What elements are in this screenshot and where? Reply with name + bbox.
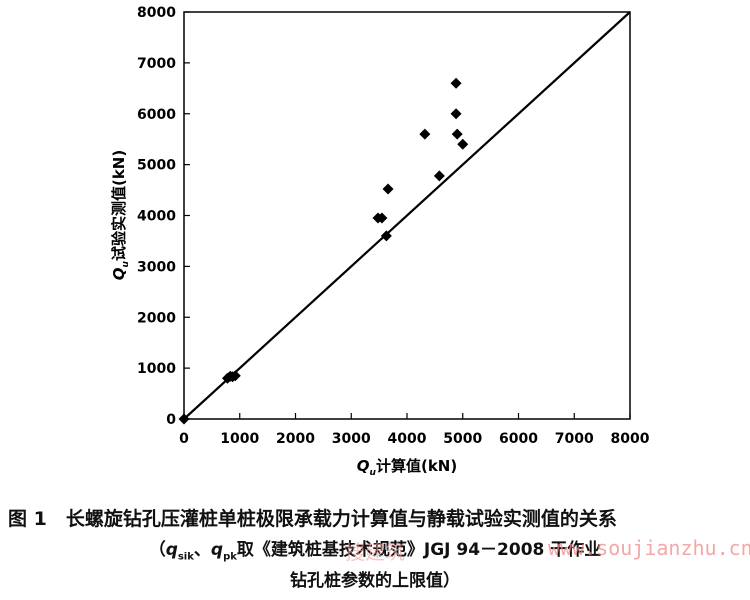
caption-sub-pk: pk xyxy=(223,551,237,563)
y-tick-label: 6000 xyxy=(137,107,176,123)
x-tick-label: 7000 xyxy=(555,431,594,447)
data-point-diamond xyxy=(178,413,190,425)
y-tick-label: 5000 xyxy=(137,158,176,174)
data-point-diamond xyxy=(229,370,241,382)
x-tick-label: 6000 xyxy=(499,431,538,447)
y-tick-label: 7000 xyxy=(137,56,176,72)
caption-separator: 、 xyxy=(193,540,211,560)
y-tick-label: 2000 xyxy=(137,310,176,326)
x-axis-label: Qu计算值(kN) xyxy=(357,457,457,478)
reference-line-1-to-1 xyxy=(183,11,631,420)
data-point-diamond xyxy=(382,183,394,195)
x-tick-label: 2000 xyxy=(276,431,315,447)
data-point-diamond xyxy=(451,128,463,140)
y-axis-ticks: 0 1000 2000 3000 4000 5000 6000 7000 8000 xyxy=(137,5,190,428)
caption-q-sik: q xyxy=(165,540,178,560)
figure-caption-line-2: （qsik、qpk取《建筑桩基技术规范》JGJ 94－2008 干作业 xyxy=(0,535,750,562)
data-point-diamond xyxy=(450,108,462,120)
y-axis-label: Qu试验实测值(kN) xyxy=(110,150,131,280)
data-point-diamond xyxy=(419,128,431,140)
x-tick-label: 0 xyxy=(179,431,189,447)
y-tick-label: 8000 xyxy=(137,5,176,21)
x-tick-label: 5000 xyxy=(443,431,482,447)
data-point-diamond xyxy=(457,138,469,150)
y-tick-label: 0 xyxy=(166,412,176,428)
watermark-chinese: 搜建筑 xyxy=(345,540,405,564)
caption-q-pk: q xyxy=(210,540,224,560)
x-tick-label: 8000 xyxy=(611,431,650,447)
watermark-url: www.soujianzhu.cn xyxy=(548,536,750,560)
y-tick-label: 4000 xyxy=(137,209,176,225)
x-axis-ticks: 0 1000 2000 3000 4000 5000 6000 7000 8000 xyxy=(179,413,650,447)
y-tick-label: 1000 xyxy=(137,361,176,377)
x-tick-label: 4000 xyxy=(388,431,427,447)
figure-caption-line-3: 钻孔桩参数的上限值） xyxy=(290,571,460,591)
x-tick-label: 3000 xyxy=(332,431,371,447)
data-point-diamond xyxy=(380,230,392,242)
data-point-diamond xyxy=(433,170,445,182)
y-tick-label: 3000 xyxy=(137,259,176,275)
scatter-chart: 0 1000 2000 3000 4000 5000 6000 7000 8000 0 1000 2… xyxy=(110,5,650,478)
data-point-diamond xyxy=(450,77,462,89)
caption-sub-sik: sik xyxy=(177,551,194,563)
caption-open-paren: （ xyxy=(148,540,166,560)
data-points xyxy=(178,77,469,425)
data-point-diamond xyxy=(376,212,388,224)
caption-line-2-rest: 取《建筑桩基技术规范》JGJ 94－2008 干作业 xyxy=(236,540,602,560)
figure-caption-line-1: 图 1 长螺旋钻孔压灌桩单桩极限承载力计算值与静载试验实测值的关系 xyxy=(8,508,617,530)
x-tick-label: 1000 xyxy=(220,431,259,447)
